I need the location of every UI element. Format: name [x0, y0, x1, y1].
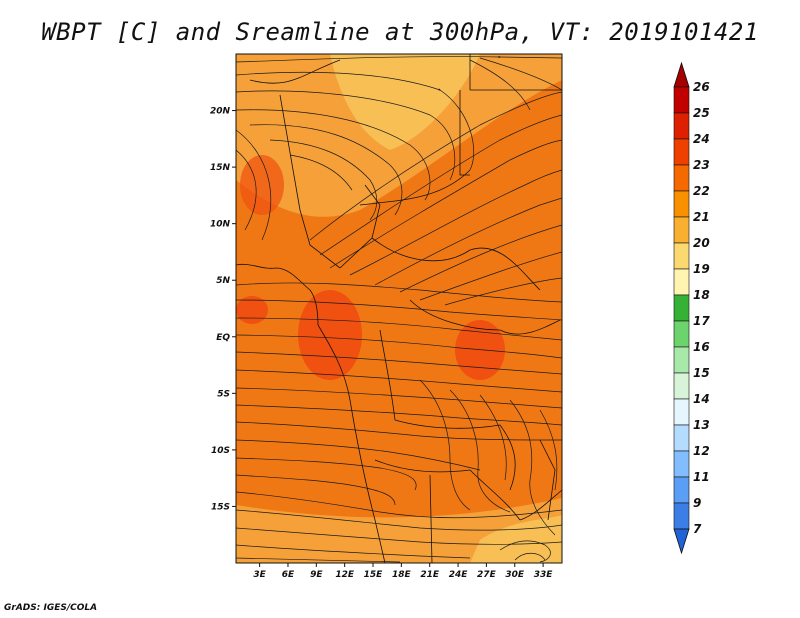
colorbar-segment — [673, 502, 690, 530]
colorbar-label: 21 — [693, 210, 710, 224]
wbpt-warm-patch-coast — [236, 296, 268, 324]
colorbar-segment — [673, 242, 690, 270]
colorbar-segment — [673, 346, 690, 374]
wbpt-warm-patch-east — [455, 320, 505, 380]
colorbar-segment — [673, 372, 690, 400]
colorbar-label: 26 — [693, 80, 710, 94]
country-boundaries — [236, 54, 562, 563]
colorbar: 26 25 24 23 22 21 20 19 18 17 16 15 14 13 12 11 9 7 — [673, 61, 710, 555]
lon-tick-label: 24E — [449, 570, 469, 580]
lat-tick-label: 15S — [211, 502, 230, 512]
lon-tick-label: 9E — [310, 570, 323, 580]
colorbar-label: 16 — [693, 340, 710, 354]
lon-tick-label: 6E — [282, 570, 295, 580]
lat-tick-label: 5N — [216, 276, 230, 286]
colorbar-label: 24 — [693, 132, 710, 146]
wbpt-field-southeast-light — [470, 515, 562, 563]
colorbar-label: 25 — [693, 106, 710, 120]
colorbar-segment — [673, 450, 690, 478]
wbpt-warm-patch-north — [240, 155, 284, 215]
colorbar-label: 7 — [693, 522, 702, 536]
chart-title: WBPT [C] and Sreamline at 300hPa, VT: 20… — [41, 18, 759, 46]
colorbar-label: 11 — [693, 470, 710, 484]
lon-tick-label: 12E — [335, 570, 355, 580]
lat-tick-label: 20N — [210, 107, 231, 117]
colorbar-segment — [673, 476, 690, 504]
colorbar-label: 12 — [693, 444, 710, 458]
colorbar-label: 20 — [693, 236, 710, 250]
colorbar-label: 13 — [693, 418, 710, 432]
lat-tick-label: EQ — [216, 333, 230, 343]
lon-tick-label: 3E — [253, 570, 266, 580]
lon-tick-label: 33E — [534, 570, 554, 580]
map-frame — [235, 53, 563, 564]
wbpt-warm-patch-west — [298, 290, 362, 380]
lat-tick-label: 15N — [210, 163, 231, 173]
grads-credit: GrADS: IGES/COLA — [4, 603, 98, 613]
lat-tick-label: 5S — [217, 389, 230, 399]
map-panel — [236, 54, 562, 563]
colorbar-segment — [673, 320, 690, 348]
lon-tick-label: 30E — [505, 570, 525, 580]
lon-tick-label: 27E — [477, 570, 497, 580]
colorbar-label: 19 — [693, 262, 710, 276]
colorbar-label: 9 — [693, 496, 701, 510]
colorbar-segment — [673, 398, 690, 426]
wbpt-field-north-light — [330, 54, 480, 150]
streamlines — [236, 55, 562, 563]
colorbar-segment — [673, 294, 690, 322]
longitude-axis: 3E 6E 9E 12E 15E 18E 21E 24E 27E 30E 33E — [253, 563, 553, 580]
colorbar-segment — [673, 268, 690, 296]
colorbar-segment — [673, 190, 690, 218]
lon-tick-label: 15E — [364, 570, 384, 580]
latitude-axis: 20N 15N 10N 5N EQ 5S 10S 15S — [210, 107, 236, 512]
colorbar-segment — [673, 86, 690, 114]
colorbar-segment — [673, 112, 690, 140]
colorbar-bottom-arrow — [673, 528, 690, 555]
colorbar-label: 17 — [693, 314, 710, 328]
colorbar-label: 18 — [693, 288, 710, 302]
colorbar-segment — [673, 164, 690, 192]
colorbar-segment — [673, 138, 690, 166]
colorbar-label: 15 — [693, 366, 710, 380]
colorbar-label: 23 — [693, 158, 710, 172]
colorbar-top-arrow — [673, 61, 690, 88]
colorbar-label: 14 — [693, 392, 710, 406]
lon-tick-label: 21E — [420, 570, 440, 580]
colorbar-label: 22 — [693, 184, 710, 198]
lat-tick-label: 10N — [210, 220, 231, 230]
colorbar-segment — [673, 216, 690, 244]
lon-tick-label: 18E — [392, 570, 412, 580]
colorbar-segment — [673, 424, 690, 452]
lat-tick-label: 10S — [211, 446, 230, 456]
